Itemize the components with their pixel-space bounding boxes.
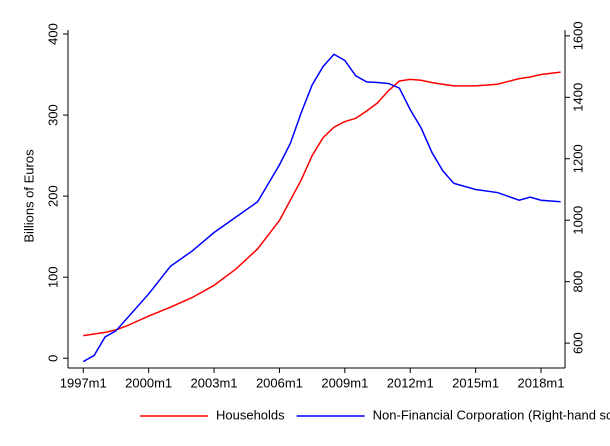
legend-label: Non-Financial Corporation (Right-hand sc… [373,407,610,422]
x-tick-label: 2018m1 [518,375,565,390]
y2-tick-label: 600 [570,332,585,354]
x-tick-label: 2006m1 [256,375,303,390]
y-tick-label: 200 [45,185,60,207]
x-tick-label: 2009m1 [321,375,368,390]
y-tick-label: 300 [45,104,60,126]
series-line [82,53,561,363]
y-axis-title: Billions of Euros [21,149,36,243]
x-tick-label: 2015m1 [452,375,499,390]
x-tick-label: 2000m1 [125,375,172,390]
legend-label: Households [216,407,285,422]
series-line [83,71,561,337]
y2-tick-label: 1200 [570,144,585,173]
y2-tick-label: 1400 [570,83,585,112]
y-tick-label: 400 [45,23,60,45]
y2-tick-label: 1600 [570,21,585,50]
x-tick-label: 1997m1 [60,375,107,390]
y2-tick-label: 800 [570,271,585,293]
y-tick-label: 0 [45,355,60,362]
y2-tick-label: 1000 [570,206,585,235]
y-tick-label: 100 [45,266,60,288]
x-tick-label: 2012m1 [387,375,434,390]
x-tick-label: 2003m1 [191,375,238,390]
